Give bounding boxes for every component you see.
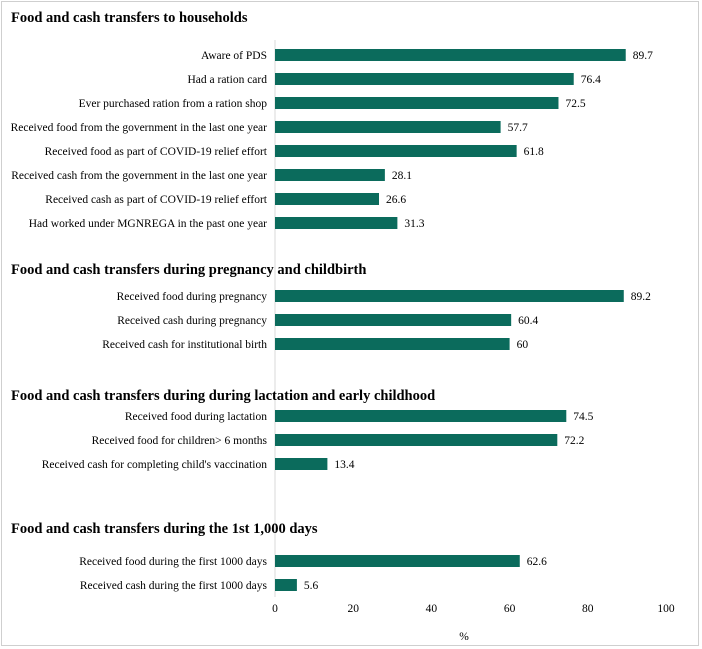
bar — [275, 73, 574, 85]
data-label: 28.1 — [392, 170, 412, 182]
bar — [275, 290, 624, 302]
category-label: Had a ration card — [187, 74, 267, 86]
bar — [275, 458, 328, 470]
data-label: 26.6 — [386, 194, 406, 206]
data-label: 13.4 — [334, 459, 354, 471]
data-label: 89.2 — [631, 291, 651, 303]
x-tick-label: 80 — [582, 603, 594, 615]
section-title: Food and cash transfers during pregnancy… — [11, 262, 366, 278]
x-tick-label: 20 — [347, 603, 359, 615]
bar — [275, 579, 297, 591]
category-label: Received cash as part of COVID-19 relief… — [45, 194, 268, 206]
data-label: 76.4 — [581, 74, 601, 86]
bar — [275, 555, 520, 567]
bar — [275, 338, 510, 350]
data-label: 60.4 — [518, 315, 538, 327]
bar — [275, 97, 559, 109]
category-label: Received cash for institutional birth — [102, 339, 267, 351]
bar — [275, 121, 501, 133]
category-label: Received cash from the government in the… — [11, 170, 267, 182]
data-label: 60 — [517, 339, 529, 351]
x-tick-label: 100 — [657, 603, 675, 615]
bar — [275, 145, 517, 157]
bar — [275, 217, 398, 229]
bar — [275, 314, 512, 326]
data-label: 89.7 — [633, 50, 653, 62]
category-label: Received food during pregnancy — [117, 291, 268, 303]
data-label: 62.6 — [527, 556, 547, 568]
data-label: 72.2 — [564, 435, 584, 447]
bar — [275, 49, 626, 61]
bar — [275, 410, 567, 422]
section-title: Food and cash transfers during the 1st 1… — [11, 521, 318, 537]
category-label: Received cash during pregnancy — [117, 315, 267, 327]
category-label: Received food for children> 6 months — [92, 435, 268, 447]
category-label: Received food during the first 1000 days — [79, 556, 267, 568]
bar — [275, 193, 380, 205]
x-axis-title: % — [459, 631, 469, 643]
data-label: 57.7 — [508, 122, 528, 134]
section-title: Food and cash transfers during during la… — [11, 388, 435, 404]
data-label: 74.5 — [573, 411, 593, 423]
category-label: Received cash for completing child's vac… — [42, 459, 268, 471]
data-label: 5.6 — [304, 580, 319, 592]
x-tick-label: 40 — [426, 603, 438, 615]
data-label: 31.3 — [404, 218, 424, 230]
category-label: Aware of PDS — [201, 50, 267, 62]
x-tick-label: 60 — [504, 603, 516, 615]
data-label: 61.8 — [524, 146, 544, 158]
x-tick-label: 0 — [272, 603, 278, 615]
category-label: Received food as part of COVID-19 relief… — [45, 146, 268, 158]
category-label: Received food from the government in the… — [11, 122, 268, 134]
category-label: Ever purchased ration from a ration shop — [79, 98, 268, 110]
category-label: Received food during lactation — [125, 411, 267, 423]
bar — [275, 434, 558, 446]
category-label: Received cash during the first 1000 days — [80, 580, 268, 592]
category-label: Had worked under MGNREGA in the past one… — [29, 218, 267, 230]
section-title: Food and cash transfers to households — [11, 10, 248, 26]
bar — [275, 169, 385, 181]
data-label: 72.5 — [565, 98, 585, 110]
